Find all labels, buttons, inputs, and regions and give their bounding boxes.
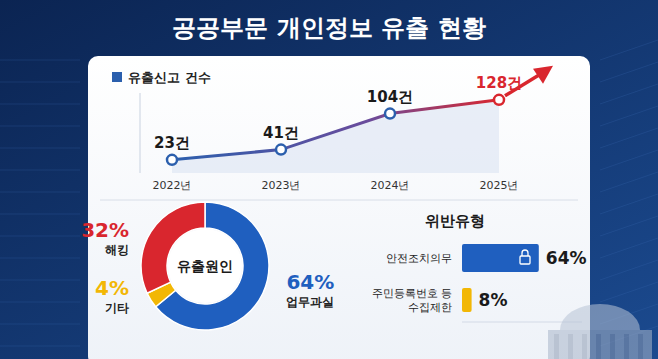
panel xyxy=(88,56,590,359)
building-base xyxy=(548,330,652,359)
bg-line xyxy=(600,150,658,170)
line-area xyxy=(172,100,499,173)
line-point xyxy=(494,95,504,105)
bg-line xyxy=(0,192,80,193)
lock-shackle xyxy=(522,250,528,256)
bars xyxy=(462,244,539,312)
bg-line xyxy=(600,216,658,236)
lock-body xyxy=(520,256,530,264)
bg-line xyxy=(0,148,80,149)
bg-line xyxy=(600,62,658,82)
data-label: 4% xyxy=(95,276,129,300)
bg-line xyxy=(600,260,658,280)
x-tick-label: 2023년 xyxy=(262,179,301,192)
dome xyxy=(560,304,640,330)
donut-title: 유출원인 xyxy=(177,258,233,274)
legend-swatch xyxy=(112,72,122,82)
text-line: 주민등록번호 등 xyxy=(372,287,453,300)
data-label: 41건 xyxy=(263,124,299,142)
data-label: 32% xyxy=(81,218,129,242)
bg-line xyxy=(600,194,658,214)
column xyxy=(554,334,559,359)
data-label: 23건 xyxy=(154,134,190,152)
bg-line xyxy=(0,82,80,83)
bg-line xyxy=(0,214,80,215)
line-point xyxy=(167,155,177,165)
column xyxy=(624,334,629,359)
bar-title: 위반유형 xyxy=(425,212,485,230)
divider xyxy=(100,200,578,201)
category-label: 기타 xyxy=(105,301,129,315)
infographic: 공공부문 개인정보 유출 현황유출신고 건수 23건 2022년 41건 2023년 10… xyxy=(0,0,658,359)
bg-line xyxy=(600,106,658,126)
data-label: 128건 xyxy=(476,74,522,92)
bar xyxy=(462,244,539,272)
text-line: 수집제한 xyxy=(408,301,452,314)
column xyxy=(582,334,587,359)
building xyxy=(548,304,652,359)
x-tick-label: 2022년 xyxy=(153,179,192,192)
bg-line xyxy=(600,84,658,104)
bg-line xyxy=(0,302,80,303)
data-label: 64% xyxy=(286,270,334,294)
data-label: 64% xyxy=(546,248,587,268)
donut-hole xyxy=(168,229,242,303)
bg-line xyxy=(600,128,658,148)
trend-arrowhead xyxy=(533,66,553,84)
line-plot xyxy=(167,95,504,173)
y-tick-label: 안전조치의무 xyxy=(386,252,452,265)
category-label: 해킹 xyxy=(105,243,129,257)
lock-icon xyxy=(520,250,530,264)
column xyxy=(568,334,573,359)
y-tick-label: 주민등록번호 등수집제한 xyxy=(372,287,453,313)
column xyxy=(638,334,643,359)
bg-line xyxy=(0,280,80,281)
bar xyxy=(462,288,472,312)
bg-line xyxy=(600,172,658,192)
bg-line xyxy=(0,126,80,127)
bg-line xyxy=(600,282,658,302)
column xyxy=(596,334,601,359)
x-tick-label: 2024년 xyxy=(371,179,410,192)
bg-line xyxy=(0,170,80,171)
x-tick-label: 2025년 xyxy=(480,179,519,192)
title: 공공부문 개인정보 유출 현황 xyxy=(172,14,485,42)
bg-line xyxy=(600,40,658,60)
line-point xyxy=(385,109,395,119)
bg-line xyxy=(0,346,80,347)
bg-line xyxy=(0,258,80,259)
bg-line xyxy=(0,104,80,105)
line xyxy=(172,100,499,160)
bg-line xyxy=(0,324,80,325)
data-label: 104건 xyxy=(367,88,413,106)
y-axis-line xyxy=(140,93,141,173)
data-label: 8% xyxy=(479,290,508,310)
legend: 유출신고 건수 xyxy=(112,70,211,85)
bg-line xyxy=(0,60,80,61)
line-point xyxy=(276,145,286,155)
column xyxy=(610,334,615,359)
donut xyxy=(141,202,269,330)
bg-line xyxy=(600,238,658,258)
category-label: 업무과실 xyxy=(286,295,334,309)
bg-line xyxy=(0,236,80,237)
legend-label: 유출신고 건수 xyxy=(128,70,211,85)
